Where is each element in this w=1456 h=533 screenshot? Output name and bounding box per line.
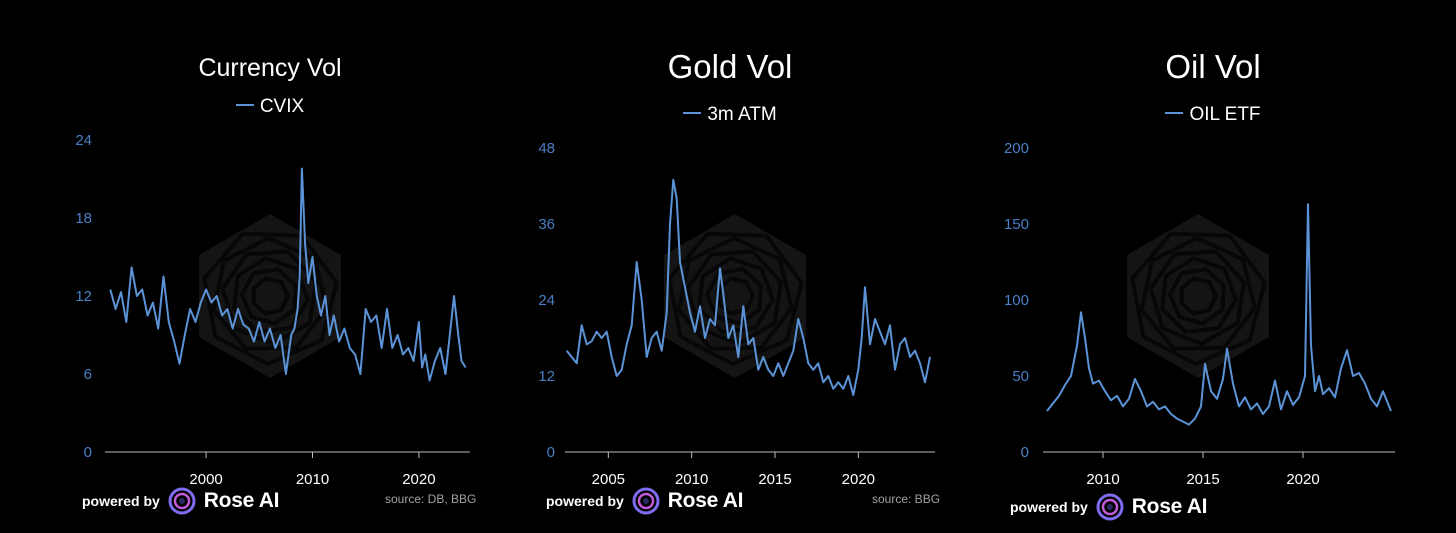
y-tick-label: 12 [538,368,555,385]
legend-line-swatch [235,103,254,106]
watermark-ring [1139,235,1257,351]
watermark-logo-icon [1127,214,1269,378]
watermark-ring [1148,249,1247,347]
x-tick-label: 2010 [1086,471,1119,488]
panel-oil-vol: Oil Vol OIL ETF 0 50 100 150 200 2010 2015 2020… [970,0,1456,533]
x-tick-label: 2015 [1186,471,1219,488]
y-tick-label: 12 [75,288,92,305]
watermark-ring [697,256,776,335]
panel-currency-vol: Currency Vol CVIX 0 6 12 18 24 2000 2010 2020 p… [0,0,490,533]
chart-title: Oil Vol [1165,48,1261,85]
y-tick-label: 24 [538,292,555,309]
y-tick-label: 200 [1004,140,1029,157]
watermark-logo-icon [199,214,341,378]
currency-vol-chart: 0 6 12 18 24 2000 2010 2020 [75,132,470,488]
legend-line-swatch [683,111,702,114]
watermark-ring [1179,276,1219,316]
watermark-logo-icon [664,214,806,378]
x-tick-label: 2020 [1286,471,1319,488]
y-tick-label: 24 [75,132,92,149]
y-tick-label: 36 [538,216,555,233]
powered-by-badge[interactable]: powered by Rose AI [1010,493,1207,521]
powered-by-badge[interactable]: powered by Rose AI [82,487,279,515]
watermark-ring [716,276,756,316]
source-note: source: DB, BBG [385,492,477,506]
watermark-ring [676,235,794,351]
watermark-ring [1130,231,1267,367]
series-line[interactable] [1046,203,1392,426]
legend-line-swatch [1165,111,1184,114]
watermark-ring [232,256,311,335]
y-tick-label: 0 [1021,444,1029,461]
source-note: source: BBG [872,492,941,506]
brand-name: Rose AI [203,489,280,512]
x-tick-label: 2020 [402,471,435,488]
gold-vol-chart: 0 12 24 36 48 2005 2010 2015 2020 [538,140,935,488]
watermark-ring [211,235,329,351]
y-tick-label: 0 [84,444,92,461]
series-line[interactable] [565,178,931,396]
watermark-ring [251,276,291,316]
y-tick-label: 50 [1012,368,1029,385]
powered-by-label: powered by [82,493,160,509]
powered-by-badge[interactable]: powered by Rose AI [546,487,743,515]
rose-ai-logo-icon [1096,493,1124,521]
y-tick-label: 48 [538,140,555,157]
rose-ai-logo-icon [168,487,196,515]
legend-label: CVIX [259,96,305,117]
panel-gold-vol: Gold Vol 3m ATM 0 12 24 36 48 2005 2010 2015 202… [490,0,970,533]
brand-name: Rose AI [667,489,744,512]
y-tick-label: 18 [75,210,92,227]
powered-by-label: powered by [546,493,624,509]
chart-title: Currency Vol [198,54,342,82]
chart-legend[interactable]: CVIX [25,96,515,118]
y-tick-label: 100 [1004,292,1029,309]
watermark-ring [1160,256,1239,335]
chart-title: Gold Vol [667,48,793,85]
x-tick-label: 2000 [189,471,222,488]
brand-name: Rose AI [1131,495,1208,518]
watermark-ring [667,231,804,367]
powered-by-label: powered by [1010,499,1088,515]
legend-label: 3m ATM [707,104,777,125]
x-tick-label: 2010 [675,471,708,488]
watermark-ring [685,249,784,347]
chart-legend[interactable]: 3m ATM [490,104,970,126]
x-tick-label: 2020 [842,471,875,488]
watermark-ring [1167,266,1226,326]
x-tick-label: 2010 [296,471,329,488]
x-tick-label: 2005 [592,471,625,488]
y-tick-label: 0 [547,444,555,461]
y-tick-label: 6 [84,366,92,383]
y-tick-label: 150 [1004,216,1029,233]
watermark-ring [239,266,298,326]
series-line[interactable] [109,167,467,382]
watermark-ring [202,231,339,367]
watermark-ring [704,266,763,326]
rose-ai-logo-icon [632,487,660,515]
chart-legend[interactable]: OIL ETF [970,104,1456,126]
legend-label: OIL ETF [1189,104,1261,125]
x-tick-label: 2015 [758,471,791,488]
oil-vol-chart: 0 50 100 150 200 2010 2015 2020 [1004,140,1395,488]
